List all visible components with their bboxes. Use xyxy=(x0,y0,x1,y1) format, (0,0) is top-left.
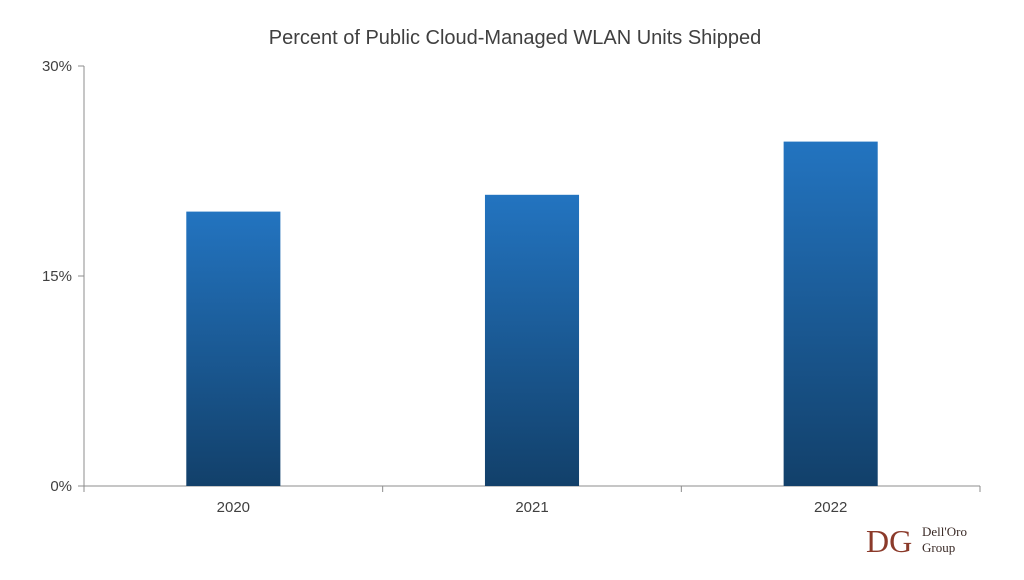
bar-2022 xyxy=(783,141,878,486)
y-tick-label: 15% xyxy=(42,268,72,285)
logo-mark: DG xyxy=(866,523,912,559)
bars-group xyxy=(186,141,878,487)
x-tick-label: 2020 xyxy=(217,499,250,516)
chart-title: Percent of Public Cloud-Managed WLAN Uni… xyxy=(269,27,761,49)
dell-oro-logo: DG Dell'Oro Group xyxy=(866,523,967,559)
y-tick-label: 30% xyxy=(42,58,72,75)
y-tick-label: 0% xyxy=(50,478,72,495)
x-tick-label: 2021 xyxy=(515,499,548,516)
logo-line-1: Dell'Oro xyxy=(922,524,967,539)
x-tick-label: 2022 xyxy=(814,499,847,516)
x-axis: 2020 2021 2022 xyxy=(83,485,981,516)
bar-2021 xyxy=(484,194,580,487)
bar-2020 xyxy=(186,211,281,486)
logo-line-2: Group xyxy=(922,540,955,555)
y-axis: 0% 15% 30% xyxy=(42,58,85,495)
